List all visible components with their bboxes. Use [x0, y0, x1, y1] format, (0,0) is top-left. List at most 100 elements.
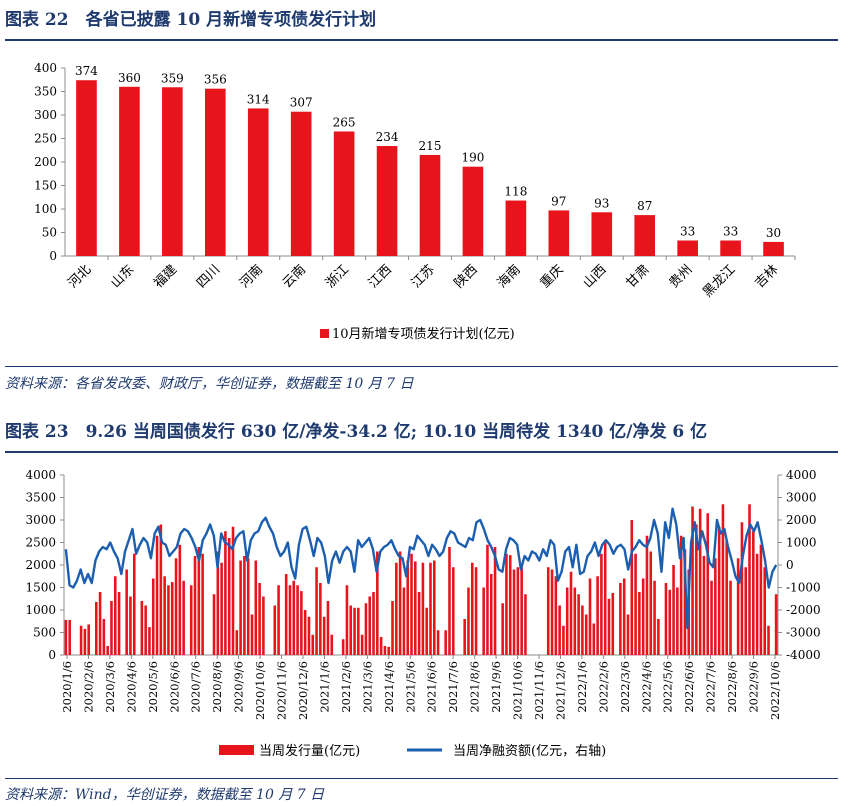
- data-label-黑龙江: 33: [723, 224, 738, 238]
- issuance-bar: [193, 556, 197, 655]
- issuance-bar: [379, 637, 383, 655]
- issuance-bar: [755, 553, 759, 655]
- left-tick-label: 0: [48, 648, 56, 662]
- x-tick-label: 2022/5/6: [661, 661, 675, 713]
- issuance-bar: [307, 616, 311, 655]
- issuance-bar: [391, 601, 394, 655]
- issuance-bar: [550, 569, 554, 655]
- issuance-bar: [421, 562, 425, 655]
- y-tick-label: 100: [34, 202, 57, 216]
- issuance-bar: [402, 587, 406, 655]
- left-tick-label: 3000: [25, 513, 56, 527]
- issuance-bar: [626, 614, 630, 655]
- x-tick-label: 2021/2/6: [339, 661, 353, 713]
- x-tick-label: 2022/8/6: [725, 661, 739, 713]
- x-tick-label: 2022/6/6: [682, 661, 696, 713]
- issuance-bar: [710, 580, 713, 655]
- issuance-bar: [216, 551, 220, 655]
- x-tick-label: 2021/8/6: [468, 661, 482, 713]
- x-tick-label: 2021/11/6: [532, 661, 546, 720]
- x-tick-label-河南: 河南: [236, 262, 266, 292]
- issuance-bar: [668, 589, 672, 655]
- left-tick-label: 2500: [25, 536, 56, 550]
- issuance-bar: [376, 551, 379, 655]
- net-financing-line: [64, 507, 778, 630]
- issuance-bar: [170, 582, 174, 655]
- issuance-bar: [326, 601, 330, 655]
- issuance-bar: [562, 625, 565, 655]
- issuance-bar: [182, 580, 185, 655]
- x-tick-label-吉林: 吉林: [752, 262, 781, 291]
- issuance-bar: [676, 587, 679, 655]
- figure-22-title: 图表 22 各省已披露 10 月新增专项债发行计划: [5, 10, 377, 30]
- issuance-bar: [262, 596, 265, 655]
- issuance-bar: [565, 587, 569, 655]
- issuance-bar: [436, 630, 440, 655]
- issuance-bar: [714, 558, 717, 655]
- x-tick-label-江西: 江西: [366, 262, 395, 291]
- x-tick-label-浙江: 浙江: [323, 262, 352, 291]
- issuance-bar: [258, 583, 261, 655]
- issuance-bar: [231, 526, 235, 655]
- figure-23-bottom-rule: [5, 778, 838, 779]
- x-tick-label: 2022/9/6: [747, 661, 761, 713]
- issuance-bar: [588, 578, 592, 655]
- x-tick-label: 2021/12/6: [553, 661, 567, 720]
- issuance-bar: [573, 587, 577, 655]
- issuance-bar: [155, 535, 159, 655]
- right-tick-label: 1000: [786, 536, 817, 550]
- issuance-bar: [664, 583, 668, 655]
- issuance-bar: [717, 526, 721, 655]
- issuance-bar: [353, 607, 356, 655]
- figure-22-bottom-rule: [5, 366, 838, 367]
- x-tick-label-福建: 福建: [151, 262, 180, 291]
- issuance-bar: [220, 562, 223, 655]
- issuance-bar: [144, 605, 147, 655]
- x-tick-label: 2022/2/6: [596, 661, 610, 713]
- x-tick-label-四川: 四川: [194, 262, 223, 291]
- left-tick-label: 1000: [25, 603, 56, 617]
- x-tick-label: 2020/6/6: [167, 661, 181, 713]
- issuance-bar: [451, 567, 455, 655]
- issuance-bar: [634, 553, 637, 655]
- y-tick-label: 50: [42, 226, 57, 240]
- issuance-bar: [148, 627, 151, 655]
- issuance-bar: [406, 560, 409, 655]
- issuance-bar: [243, 556, 246, 655]
- issuance-bar: [584, 614, 588, 655]
- bar-四川: [204, 88, 226, 257]
- issuance-bar: [600, 553, 603, 655]
- x-tick-label-重庆: 重庆: [537, 262, 567, 292]
- issuance-bar: [94, 601, 98, 655]
- issuance-bar: [106, 646, 109, 655]
- bar-山东: [119, 86, 140, 256]
- issuance-bar: [125, 569, 128, 655]
- issuance-bar: [140, 601, 144, 655]
- issuance-bar: [288, 585, 292, 655]
- data-label-山东: 360: [118, 71, 141, 85]
- issuance-bar: [341, 639, 345, 655]
- issuance-bar: [364, 603, 368, 655]
- issuance-bar: [224, 531, 227, 655]
- issuance-bar: [641, 578, 645, 655]
- x-tick-label: 2020/3/6: [103, 661, 117, 713]
- issuance-bar: [759, 544, 763, 655]
- issuance-bar: [398, 551, 402, 655]
- data-label-江苏: 215: [419, 139, 442, 153]
- bar-河北: [76, 80, 97, 256]
- issuance-bar: [79, 625, 83, 655]
- x-tick-label-江苏: 江苏: [408, 262, 438, 292]
- issuance-bar: [577, 594, 580, 655]
- bar-重庆: [548, 210, 570, 256]
- x-tick-label: 2021/3/6: [360, 661, 374, 713]
- issuance-bar: [311, 634, 315, 655]
- issuance-bar: [167, 585, 170, 655]
- data-label-吉林: 30: [766, 226, 781, 240]
- x-tick-label-甘肃: 甘肃: [624, 262, 653, 291]
- bar-黑龙江: [720, 240, 741, 256]
- x-tick-label-山西: 山西: [581, 262, 610, 291]
- bar-江西: [376, 146, 398, 256]
- issuance-bar: [212, 594, 216, 655]
- issuance-bar: [516, 567, 520, 655]
- issuance-bar: [558, 605, 561, 655]
